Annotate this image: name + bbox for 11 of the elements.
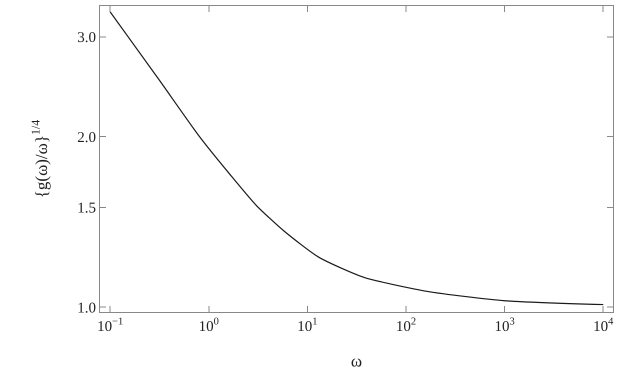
x-axis-title: ω: [350, 351, 362, 370]
x-tick-label: 10$^{0}$: [198, 316, 219, 335]
x-tick-label: 10$^{1}$: [297, 316, 318, 335]
x-tick-label: 10$^{4}$: [593, 316, 614, 335]
y-tick-label: 1.5: [77, 200, 96, 217]
x-tick-label: 10$^{−1}$: [97, 316, 124, 335]
y-tick-label: 3.0: [77, 30, 96, 46]
y-tick-label: 2.0: [77, 130, 96, 146]
y-tick-label: 1.0: [77, 300, 96, 316]
x-tick-label: 10$^{3}$: [494, 316, 515, 335]
x-tick-label: 10$^{2}$: [396, 316, 416, 335]
